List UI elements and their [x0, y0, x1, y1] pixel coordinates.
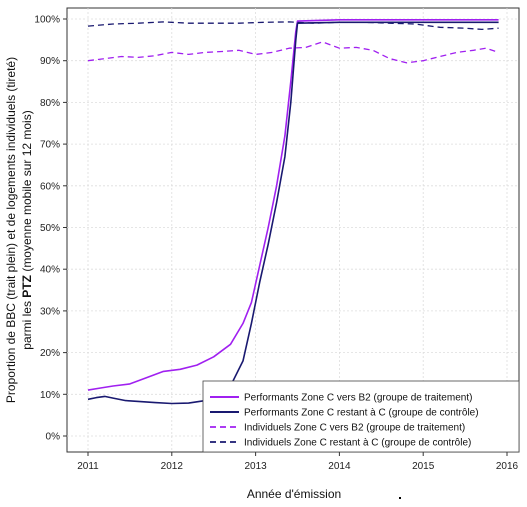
y-axis-title-bold: PTZ [20, 275, 34, 298]
y-axis-title-suffix: (moyenne mobile sur 12 mois) [20, 110, 34, 275]
y-tick-label: 90% [40, 56, 60, 67]
y-tick-label: 0% [46, 432, 61, 443]
x-tick-label: 2016 [496, 461, 519, 472]
legend-label: Individuels Zone C vers B2 (groupe de tr… [244, 423, 465, 434]
x-tick-label: 2013 [244, 461, 267, 472]
series-lines [87, 18, 499, 405]
x-tick-label: 2012 [161, 461, 184, 472]
stray-dot [399, 497, 401, 499]
x-tick-label: 2014 [328, 461, 351, 472]
y-tick-label: 10% [40, 390, 60, 401]
x-axis-title: Année d'émission [247, 487, 341, 501]
series-line-individuels-traitement [87, 41, 499, 64]
legend-box [202, 380, 520, 453]
gridlines [67, 8, 519, 452]
legend-label: Individuels Zone C restant à C (groupe d… [244, 438, 471, 449]
series-line-performants-controle [87, 21, 499, 405]
x-tick-label: 2015 [412, 461, 435, 472]
legend-label: Performants Zone C vers B2 (groupe de tr… [244, 393, 472, 404]
x-axis: 2011 2012 2013 2014 2015 2016 [77, 452, 519, 472]
y-tick-label: 70% [40, 140, 60, 151]
legend: Performants Zone C vers B2 (groupe de tr… [202, 380, 520, 453]
y-axis: 0% 10% 20% 30% 40% 50% 60% 70% 80% 90% 100% [34, 15, 67, 443]
legend-items: Performants Zone C vers B2 (groupe de tr… [210, 393, 479, 449]
y-tick-label: 60% [40, 181, 60, 192]
y-tick-label: 80% [40, 98, 60, 109]
y-tick-label: 50% [40, 223, 60, 234]
x-tick-label: 2011 [77, 461, 99, 472]
y-tick-label: 100% [34, 15, 60, 26]
legend-label: Performants Zone C restant à C (groupe d… [244, 408, 479, 419]
y-tick-label: 20% [40, 348, 60, 359]
series-line-individuels-controle [87, 21, 499, 31]
y-axis-title: Proportion de BBC (trait plein) et de lo… [4, 57, 34, 403]
y-axis-title-line1: Proportion de BBC (trait plein) et de lo… [4, 57, 18, 403]
y-tick-label: 30% [40, 306, 60, 317]
y-axis-title-prefix: parmi les [20, 298, 34, 350]
y-axis-title-line2: parmi les PTZ (moyenne mobile sur 12 moi… [20, 110, 34, 349]
y-tick-label: 40% [40, 265, 60, 276]
